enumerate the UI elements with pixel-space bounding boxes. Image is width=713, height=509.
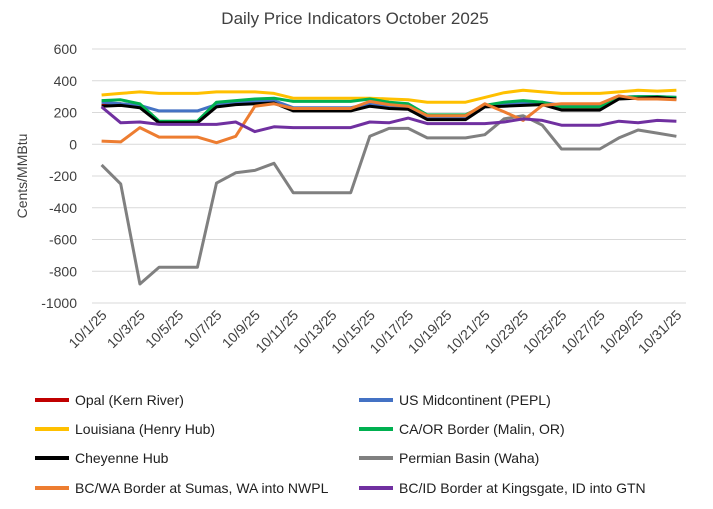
x-tick-label: 10/7/25 bbox=[180, 307, 224, 351]
series-line-bc-id-border-at-kingsgate-id-into-gtn bbox=[100, 105, 677, 134]
y-axis-label: Cents/MMBtu bbox=[14, 134, 30, 219]
x-tick-label: 10/3/25 bbox=[104, 307, 148, 351]
series-line-bc-wa-border-at-sumas-wa-into-nwpl bbox=[101, 94, 677, 145]
legend-label: Cheyenne Hub bbox=[75, 450, 169, 466]
legend-label: US Midcontinent (PEPL) bbox=[399, 392, 551, 408]
x-tick-label: 10/1/25 bbox=[65, 307, 109, 351]
series-line-cheyenne-hub bbox=[101, 95, 677, 125]
y-tick-label: -1000 bbox=[41, 295, 77, 311]
series-line-louisiana-henry-hub bbox=[101, 88, 677, 104]
y-tick-label: 200 bbox=[54, 105, 78, 121]
x-tick-label: 10/5/25 bbox=[142, 307, 186, 351]
legend-label: Permian Basin (Waha) bbox=[399, 450, 539, 466]
y-tick-label: 600 bbox=[54, 41, 78, 57]
legend-label: BC/WA Border at Sumas, WA into NWPL bbox=[75, 480, 329, 496]
y-tick-label: -600 bbox=[49, 232, 77, 248]
gridlines bbox=[92, 48, 686, 304]
y-tick-label: 400 bbox=[54, 73, 78, 89]
series-line-permian-basin-waha bbox=[100, 114, 677, 286]
legend-label: BC/ID Border at Kingsgate, ID into GTN bbox=[399, 480, 646, 496]
legend-label: Opal (Kern River) bbox=[75, 392, 184, 408]
legend-label: CA/OR Border (Malin, OR) bbox=[399, 421, 565, 437]
legend-label: Louisiana (Henry Hub) bbox=[75, 421, 215, 437]
y-tick-label: -200 bbox=[49, 168, 77, 184]
y-tick-label: -800 bbox=[49, 263, 77, 279]
legend: Opal (Kern River) US Midcontinent (PEPL) L… bbox=[35, 392, 646, 496]
y-tick-labels: 600 400 200 0 -200 -400 -600 -800 -1000 bbox=[41, 41, 77, 311]
y-tick-label: 0 bbox=[69, 136, 77, 152]
y-tick-label: -400 bbox=[49, 200, 77, 216]
series-lines bbox=[100, 88, 677, 286]
chart-title: Daily Price Indicators October 2025 bbox=[221, 9, 488, 28]
x-tick-labels: 10/1/2510/3/2510/5/2510/7/2510/9/2510/11… bbox=[65, 307, 684, 357]
